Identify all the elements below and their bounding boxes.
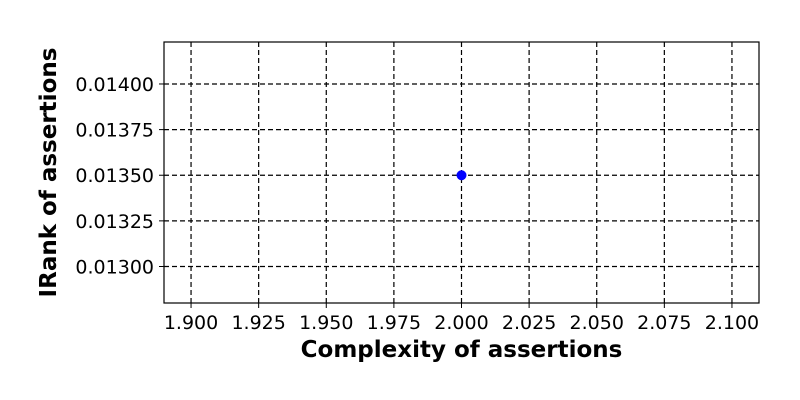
x-tick-label: 2.075 xyxy=(637,312,691,334)
y-tick-label: 0.01350 xyxy=(75,165,154,187)
x-tick-label: 2.050 xyxy=(570,312,624,334)
y-tick-label: 0.01325 xyxy=(75,211,154,233)
y-axis-ticks: 0.01300 0.01325 0.01350 0.01375 0.01400 xyxy=(75,74,164,278)
x-axis-ticks: 1.900 1.925 1.950 1.975 2.000 2.025 2.050 2.075… xyxy=(164,303,759,334)
x-tick-label: 1.900 xyxy=(164,312,218,334)
x-tick-label: 1.925 xyxy=(231,312,285,334)
y-tick-label: 0.01400 xyxy=(75,74,154,96)
x-tick-label: 1.975 xyxy=(367,312,421,334)
data-point xyxy=(456,170,467,181)
y-axis-title: IRank of assertions xyxy=(36,48,62,298)
x-tick-label: 1.950 xyxy=(299,312,353,334)
x-axis-title: Complexity of assertions xyxy=(301,337,623,363)
y-tick-label: 0.01300 xyxy=(75,256,154,278)
x-tick-label: 2.100 xyxy=(705,312,759,334)
x-tick-label: 2.025 xyxy=(502,312,556,334)
y-tick-label: 0.01375 xyxy=(75,120,154,142)
data-points xyxy=(456,170,467,181)
x-tick-label: 2.000 xyxy=(434,312,488,334)
